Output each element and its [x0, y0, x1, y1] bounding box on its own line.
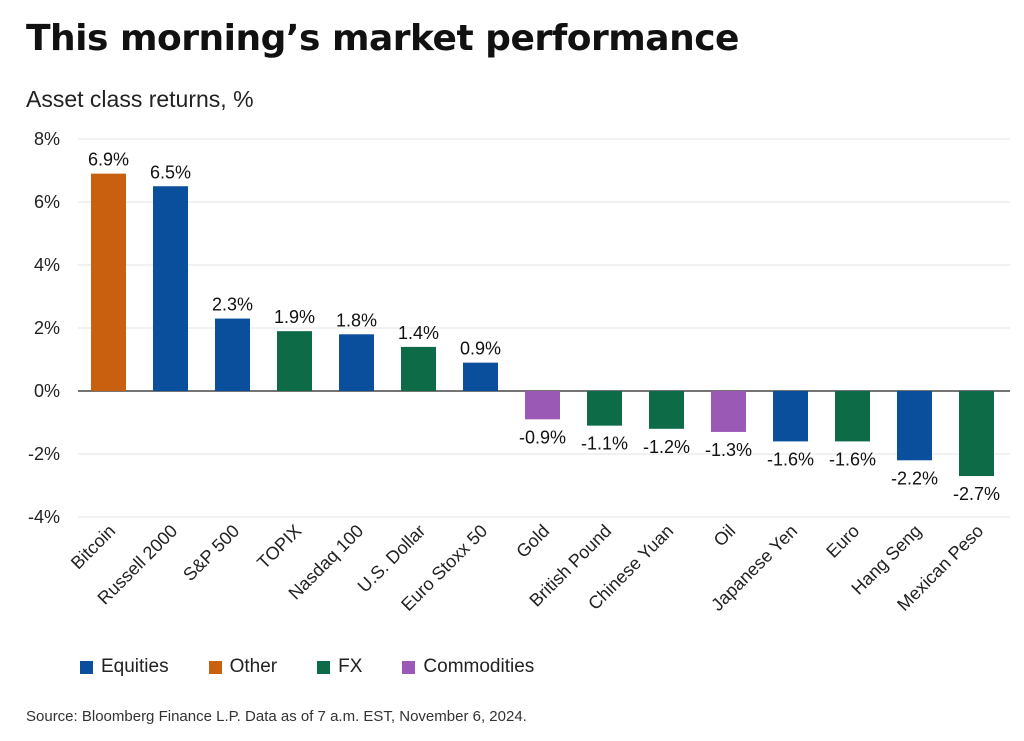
data-label: 0.9%: [460, 339, 501, 359]
data-label: 6.5%: [150, 162, 191, 182]
bar: [773, 391, 808, 442]
x-tick-label: TOPIX: [253, 521, 305, 573]
legend-label-other: Other: [229, 656, 278, 677]
legend: Equities Other FX Commodities: [80, 656, 534, 678]
data-label: -0.9%: [519, 427, 566, 447]
bar: [711, 391, 746, 432]
chart-title: This morning’s market performance: [26, 18, 739, 59]
data-label: -1.6%: [767, 449, 814, 469]
y-tick-label: 6%: [34, 192, 60, 212]
legend-label-equities: Equities: [101, 656, 169, 677]
data-label: -2.7%: [953, 484, 1000, 504]
y-tick-label: -2%: [28, 444, 60, 464]
bar: [277, 331, 312, 391]
bar: [897, 391, 932, 461]
data-label: -1.2%: [643, 437, 690, 457]
data-label: -2.2%: [891, 468, 938, 488]
legend-item-fx: FX: [317, 656, 362, 678]
legend-item-equities: Equities: [80, 656, 169, 678]
bar: [153, 186, 188, 391]
data-label: 1.9%: [274, 307, 315, 327]
legend-label-commodities: Commodities: [423, 656, 535, 677]
y-tick-label: 2%: [34, 318, 60, 338]
legend-swatch-fx: [317, 660, 331, 674]
data-label: -1.6%: [829, 449, 876, 469]
data-label: 1.4%: [398, 323, 439, 343]
bar: [959, 391, 994, 477]
legend-swatch-equities: [80, 660, 93, 674]
legend-swatch-commodities: [402, 660, 416, 674]
bar: [525, 391, 560, 420]
bar: [339, 334, 374, 391]
bar: [91, 173, 126, 391]
legend-swatch-other: [208, 660, 222, 674]
x-tick-label: Euro: [822, 521, 863, 562]
y-tick-label: -4%: [28, 507, 60, 527]
y-tick-label: 8%: [34, 129, 60, 149]
x-tick-label: Bitcoin: [67, 521, 119, 573]
source-note: Source: Bloomberg Finance L.P. Data as o…: [26, 708, 527, 725]
x-tick-label: S&P 500: [179, 521, 243, 585]
legend-label-fx: FX: [338, 656, 363, 677]
bar: [463, 362, 498, 391]
data-label: -1.3%: [705, 440, 752, 460]
y-tick-label: 4%: [34, 255, 60, 275]
bar: [215, 318, 250, 391]
x-tick-label: Oil: [710, 521, 740, 551]
bar: [401, 346, 436, 391]
bar: [649, 391, 684, 429]
bar: [835, 391, 870, 442]
bar: [587, 391, 622, 426]
legend-item-commodities: Commodities: [402, 656, 534, 678]
data-label: 6.9%: [88, 150, 129, 170]
data-label: 2.3%: [212, 295, 253, 315]
legend-item-other: Other: [208, 656, 278, 678]
x-tick-label: Gold: [512, 521, 553, 562]
data-label: 1.8%: [336, 310, 377, 330]
data-label: -1.1%: [581, 434, 628, 454]
y-tick-label: 0%: [34, 381, 60, 401]
chart-subtitle: Asset class returns, %: [26, 86, 254, 112]
